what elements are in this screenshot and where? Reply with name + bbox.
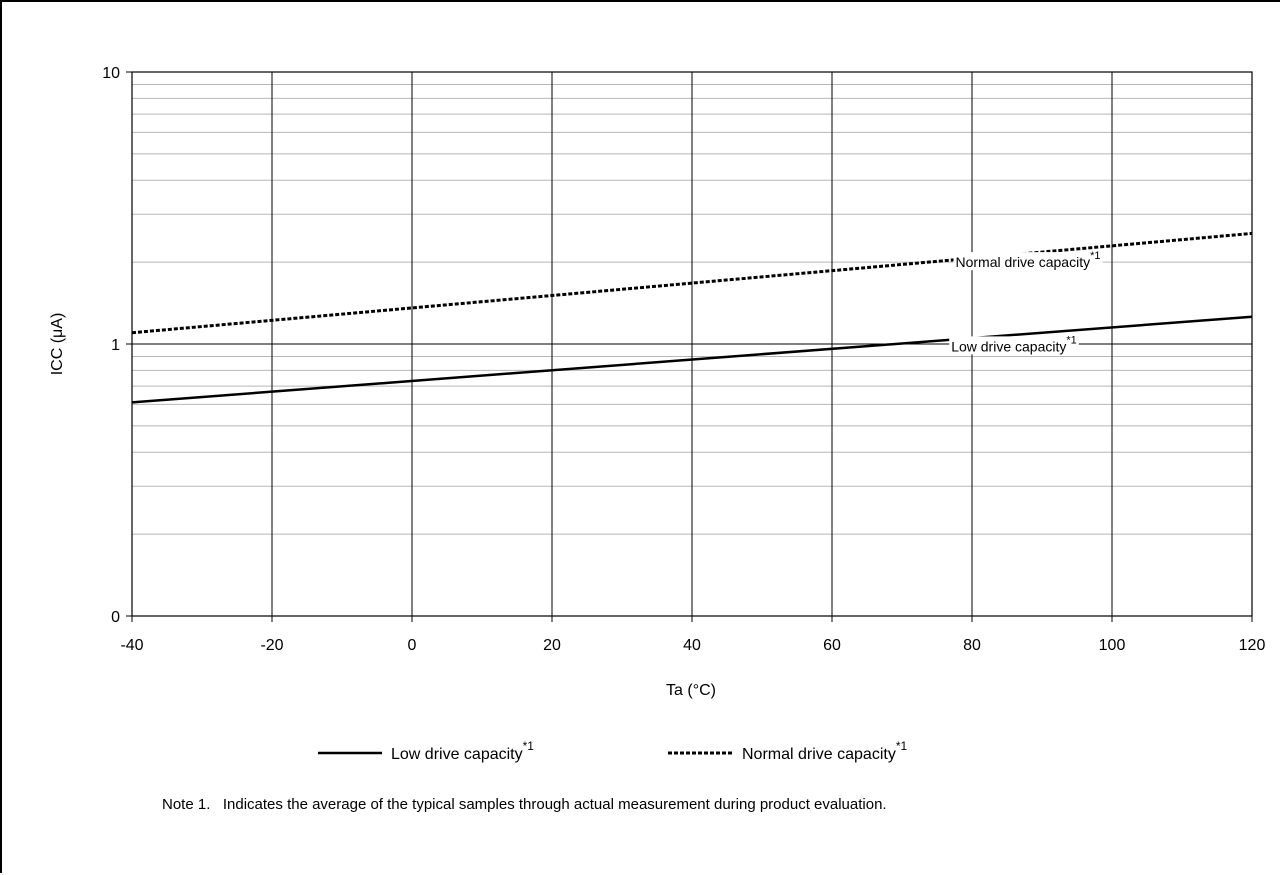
annotation-1: Low drive capacity*1 (949, 334, 1079, 355)
annotation-sup: *1 (1066, 334, 1076, 346)
annotation-text: Normal drive capacity (955, 254, 1090, 270)
y-tick-label: 0 (111, 609, 120, 626)
legend-label-sup: *1 (896, 739, 908, 753)
y-axis-ticks: 0 1 10 (102, 65, 132, 626)
legend-label-sup: *1 (523, 739, 535, 753)
annotation-label: Low drive capacity*1 (951, 334, 1077, 354)
x-tick-label: 80 (963, 637, 981, 654)
legend-label-text: Low drive capacity (391, 746, 523, 763)
x-tick-label: -20 (260, 637, 283, 654)
legend-label: Low drive capacity*1 (391, 739, 534, 763)
annotation-bg (953, 252, 1103, 271)
annotation-0: Normal drive capacity*1 (953, 250, 1103, 271)
x-tick-label: 100 (1099, 637, 1126, 654)
x-axis-ticks: -40 -20 0 20 40 60 80 100 120 (120, 616, 1265, 654)
x-tick-label: 0 (408, 637, 417, 654)
annotation-sup: *1 (1090, 250, 1100, 262)
x-tick-label: 120 (1239, 637, 1266, 654)
series-line-low-drive (131, 315, 1253, 404)
x-axis-title: Ta (°C) (666, 682, 716, 699)
legend-label: Normal drive capacity*1 (742, 739, 907, 763)
x-tick-label: 20 (543, 637, 561, 654)
annotation-text: Low drive capacity (951, 338, 1066, 354)
footnote: Note 1. Indicates the average of the typ… (162, 796, 887, 813)
y-tick-label: 1 (111, 337, 120, 354)
annotation-label: Normal drive capacity*1 (955, 250, 1100, 270)
series-line-normal-drive (131, 231, 1253, 335)
x-tick-label: 40 (683, 637, 701, 654)
annotation-bg (949, 336, 1079, 355)
legend-label-text: Normal drive capacity (742, 746, 896, 763)
y-axis-title: ICC (μA) (49, 313, 66, 376)
x-tick-label: -40 (120, 637, 143, 654)
x-tick-label: 60 (823, 637, 841, 654)
vertical-gridlines (131, 72, 1253, 616)
series-lines (131, 231, 1253, 404)
y-tick-label: 10 (102, 65, 120, 82)
legend: Low drive capacity*1 Normal drive capacit… (318, 739, 907, 763)
